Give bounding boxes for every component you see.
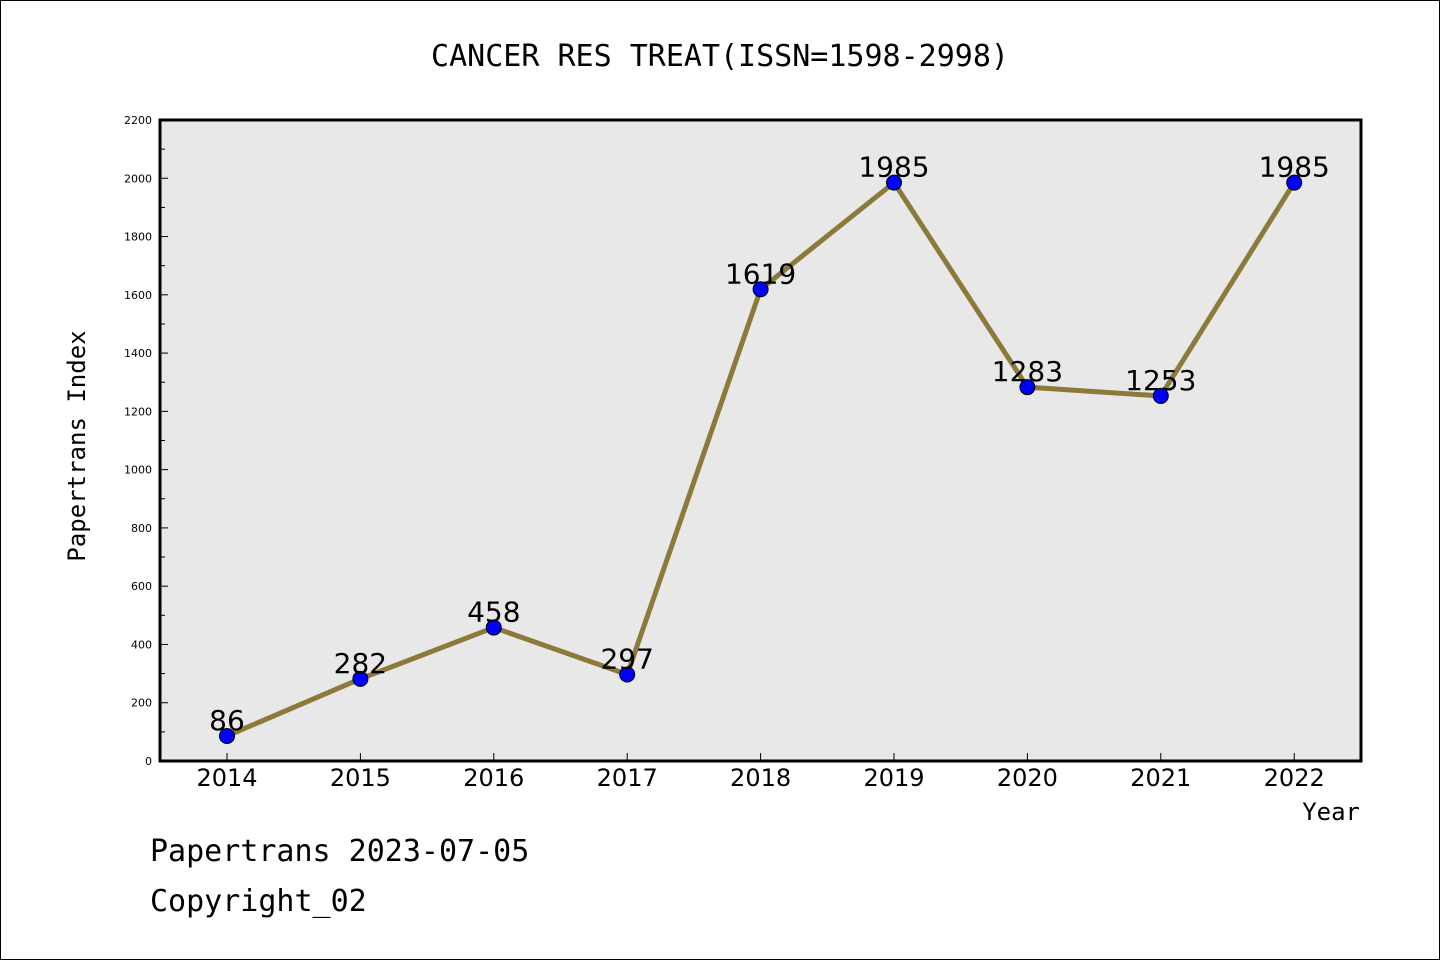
data-label-group: 86 282 458 297 1619 1985 1283 1253 1985 [209, 151, 1330, 737]
data-label: 282 [334, 647, 387, 680]
chart-title: CANCER RES TREAT(ISSN=1598-2998) [431, 39, 1009, 74]
marker-group [219, 174, 1303, 744]
y-tick-label: 800 [131, 522, 152, 535]
x-tick-label: 2022 [1264, 764, 1325, 792]
x-tick-label: 2014 [196, 764, 257, 792]
y-tick-label: 2200 [124, 114, 152, 127]
y-tick-label: 1400 [124, 347, 152, 360]
y-axis-label: Papertrans Index [63, 330, 91, 561]
data-label: 1283 [992, 355, 1063, 388]
y-tick-label: 600 [131, 580, 152, 593]
data-label: 1253 [1125, 364, 1196, 397]
data-point [1286, 174, 1303, 191]
y-tick-label: 0 [145, 755, 152, 768]
x-tick-label: 2021 [1130, 764, 1191, 792]
y-tick-label: 1000 [124, 464, 152, 477]
data-label: 86 [209, 704, 245, 737]
x-tick-label: 2016 [463, 764, 524, 792]
plot-area [158, 118, 1363, 763]
y-tick-label: 2000 [124, 172, 152, 185]
x-tick-label: 2019 [863, 764, 924, 792]
data-label: 1619 [725, 257, 796, 290]
data-point [485, 619, 502, 636]
data-point [619, 666, 636, 683]
data-label: 1985 [858, 151, 929, 184]
data-point [886, 174, 902, 191]
x-tick-label: 2017 [597, 764, 658, 792]
data-point [752, 281, 769, 298]
data-point [1019, 379, 1036, 396]
data-label: 297 [600, 642, 653, 675]
data-label: 458 [467, 596, 520, 629]
footer-date: Papertrans 2023-07-05 [150, 834, 530, 869]
x-tick-label: 2015 [330, 764, 391, 792]
data-point [1152, 387, 1169, 404]
footer-copyright: Copyright_02 [150, 884, 367, 919]
x-axis: 2014 2015 2016 2017 2018 2019 2020 2021 2022 [196, 753, 1325, 792]
y-tick-label: 400 [131, 638, 152, 651]
x-tick-label: 2020 [997, 764, 1058, 792]
y-tick-label: 200 [131, 697, 152, 710]
data-label: 1985 [1259, 151, 1330, 184]
x-tick-label: 2018 [730, 764, 791, 792]
y-axis: 0 200 400 600 800 1000 1200 1400 1600 1800 2000 220… [124, 114, 168, 768]
y-tick-label: 1200 [124, 405, 152, 418]
y-tick-label: 1600 [124, 289, 152, 302]
x-axis-label: Year [1302, 798, 1360, 826]
data-point [219, 727, 235, 744]
data-point [352, 670, 369, 687]
y-tick-label: 1800 [124, 231, 152, 244]
